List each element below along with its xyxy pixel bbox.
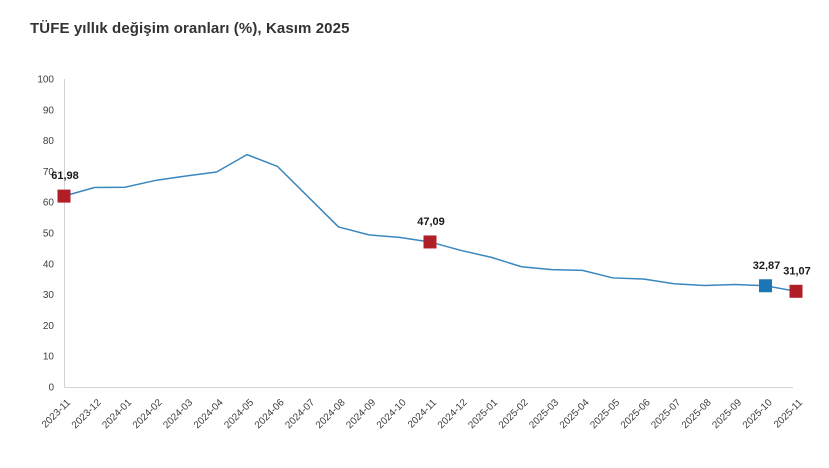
y-tick-label: 10 [43,352,55,363]
x-tick-label: 2025-09 [710,397,744,431]
y-tick-label: 40 [43,259,55,270]
x-tick-label: 2024-02 [131,397,165,431]
y-tick-label: 90 [43,105,55,116]
x-tick-label: 2024-03 [161,397,195,431]
x-tick-label: 2025-10 [741,397,775,431]
data-point-label: 31,07 [783,265,811,277]
y-tick-label: 0 [48,383,54,394]
y-tick-label: 50 [43,229,55,240]
x-tick-label: 2024-07 [283,397,317,431]
data-point-marker [57,189,71,203]
y-tick-label: 20 [43,321,55,332]
x-tick-label: 2024-08 [314,397,348,431]
x-tick-label: 2024-06 [253,397,287,431]
data-point-marker [789,284,803,298]
x-tick-label: 2025-04 [558,397,592,431]
x-tick-label: 2025-06 [619,397,653,431]
x-tick-label: 2024-01 [100,397,134,431]
y-tick-label: 70 [43,167,55,178]
x-tick-label: 2024-05 [222,397,256,431]
x-tick-label: 2024-09 [344,397,378,431]
x-tick-label: 2024-10 [375,397,409,431]
x-tick-label: 2025-05 [588,397,622,431]
x-tick-label: 2025-07 [649,397,683,431]
data-point-label: 32,87 [753,260,781,272]
data-point-marker [759,279,772,293]
x-tick-label: 2025-08 [680,397,714,431]
x-tick-label: 2024-11 [406,397,440,431]
x-tick-label: 2023-12 [70,397,104,431]
x-tick-label: 2025-02 [497,397,531,431]
y-tick-label: 60 [43,198,55,209]
y-tick-label: 100 [37,75,54,86]
x-tick-label: 2024-12 [436,397,470,431]
chart-title: TÜFE yıllık değişim oranları (%), Kasım … [30,20,350,37]
y-tick-label: 80 [43,136,55,147]
data-point-label: 61,98 [51,170,79,182]
x-tick-label: 2025-03 [527,397,561,431]
data-point-label: 47,09 [417,216,445,228]
y-tick-label: 30 [43,290,55,301]
x-tick-label: 2025-01 [466,397,500,431]
x-tick-label: 2023-11 [40,397,74,431]
data-point-marker [423,235,437,249]
x-tick-label: 2025-11 [772,397,806,431]
x-tick-label: 2024-04 [192,397,226,431]
